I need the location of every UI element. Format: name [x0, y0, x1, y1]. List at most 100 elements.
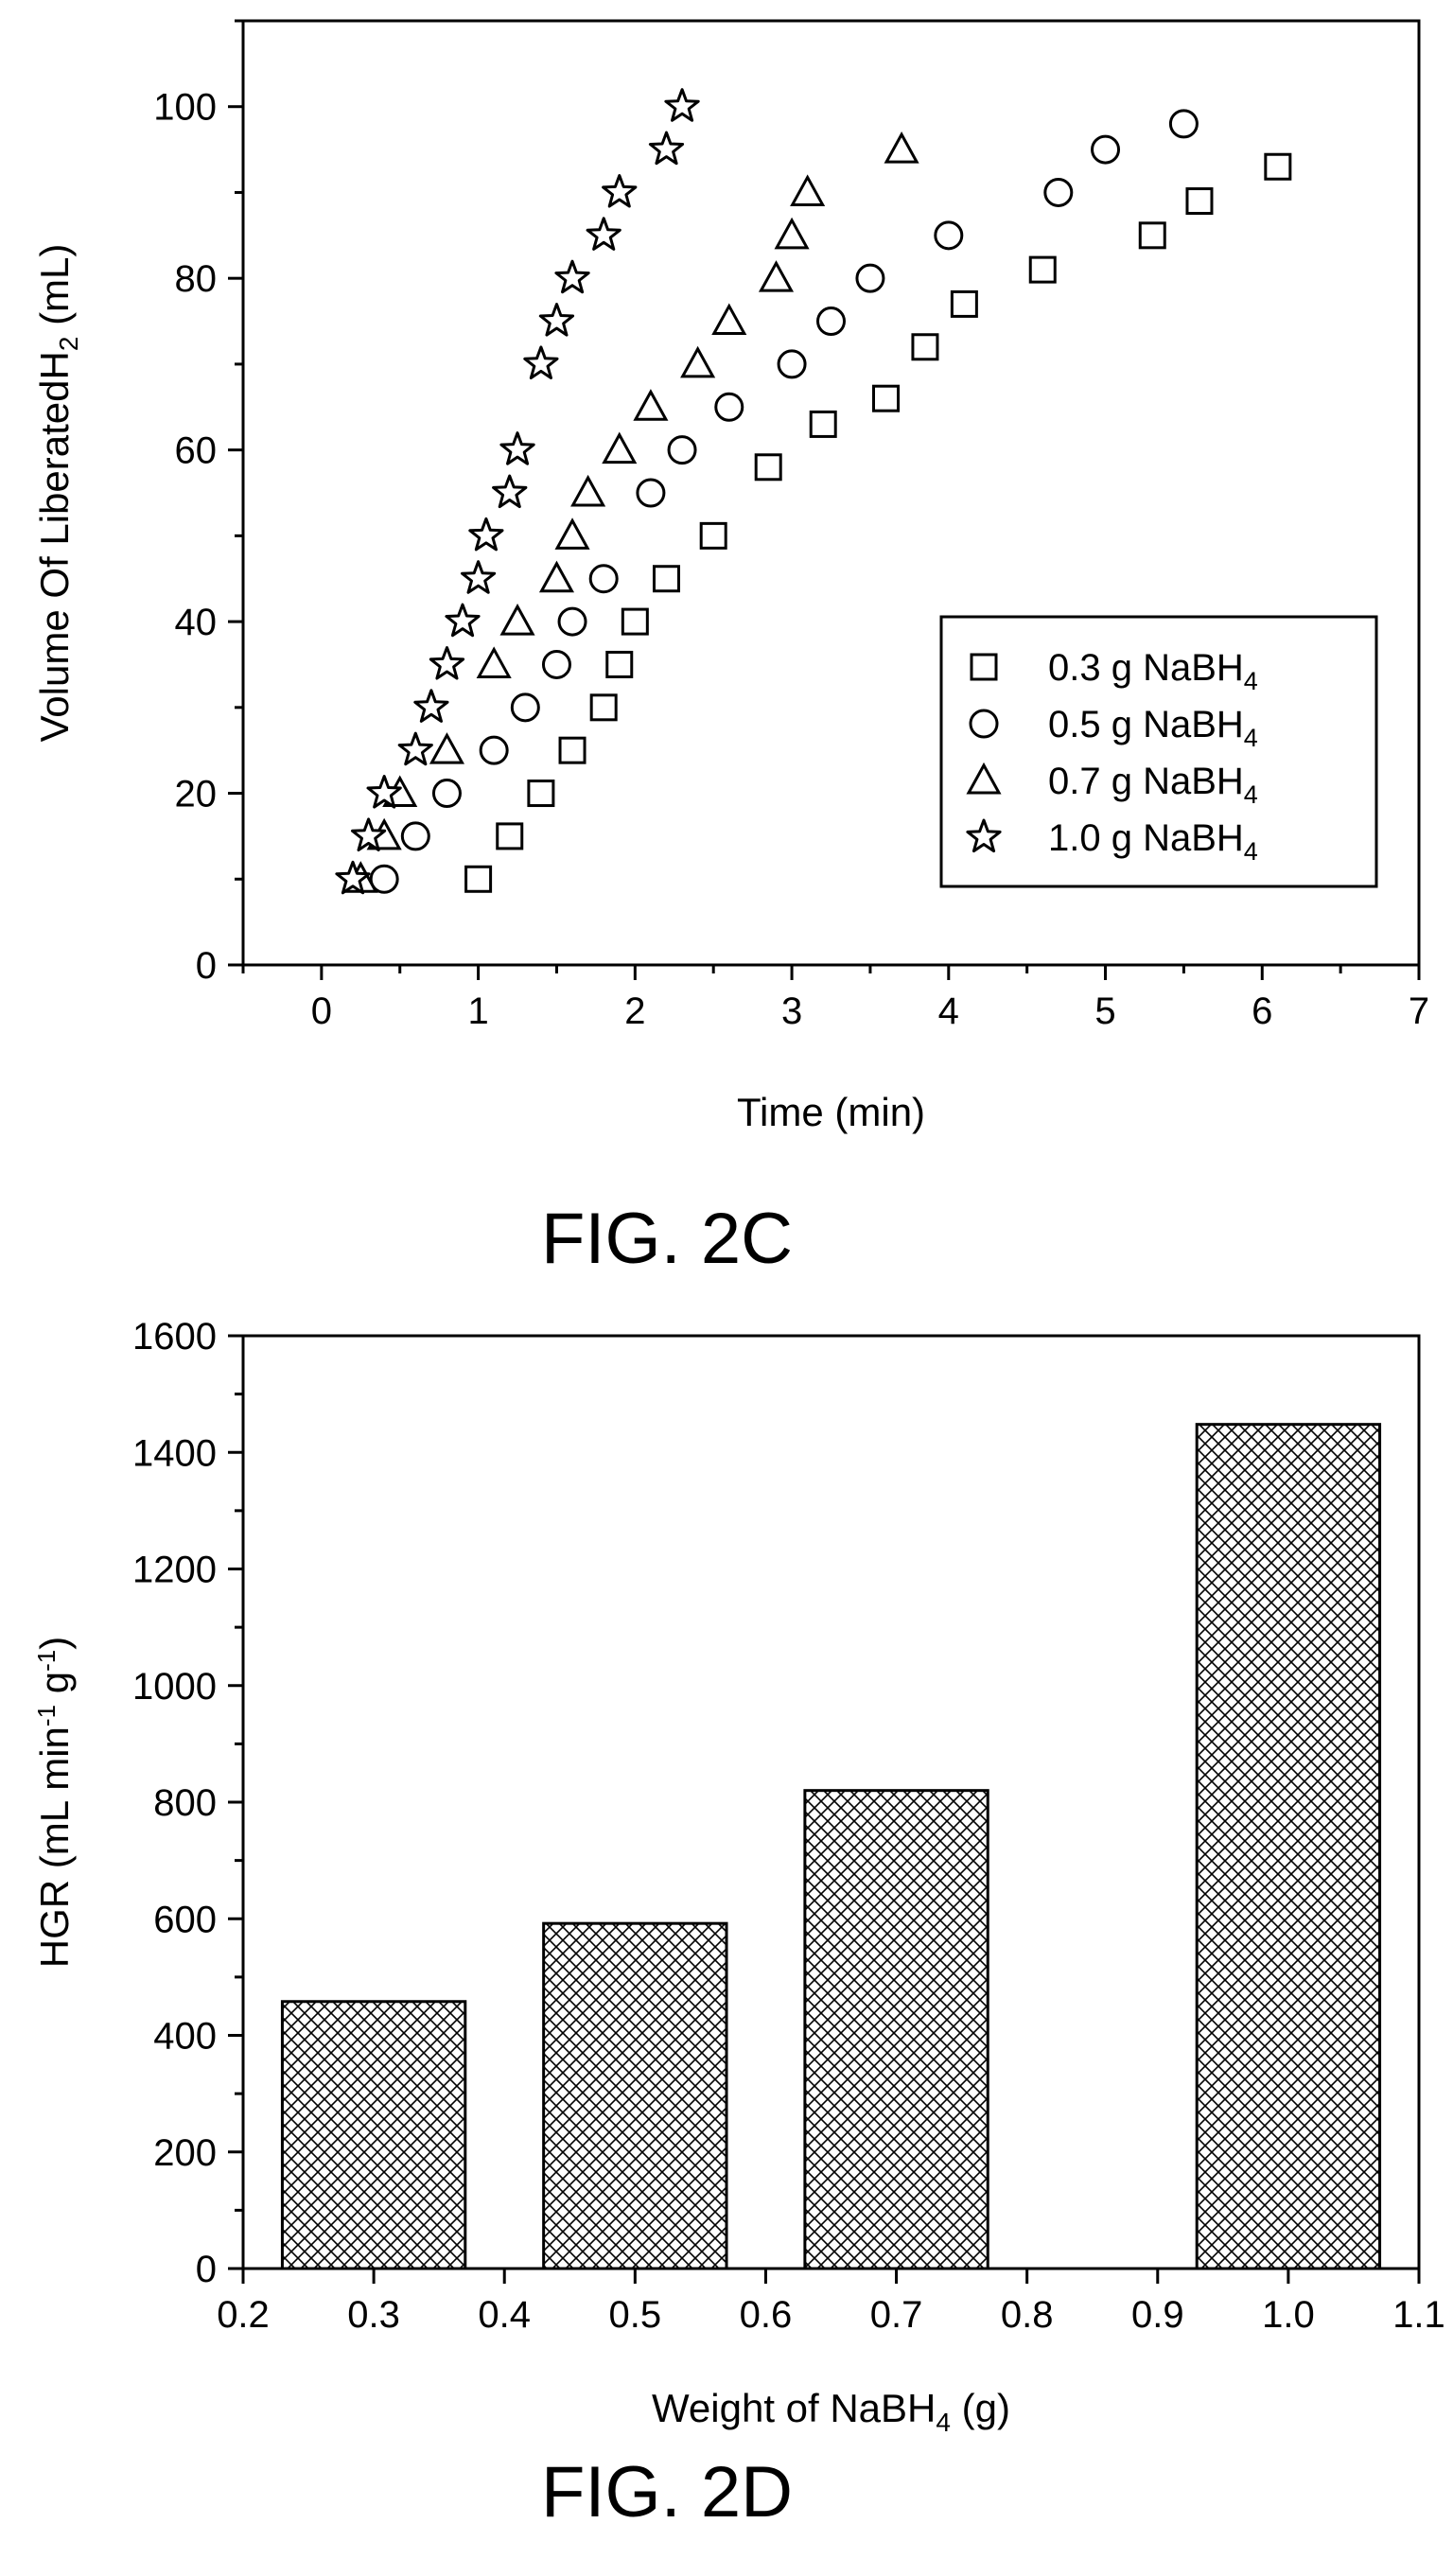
- data-point-circle: [1091, 134, 1121, 165]
- y-tick-label: 80: [175, 258, 218, 300]
- data-point-square: [872, 384, 901, 412]
- data-point-star: [554, 259, 590, 294]
- x-tick-label: 2: [624, 990, 645, 1032]
- bar-weight-0.3: [280, 2000, 467, 2270]
- data-point-star: [538, 303, 575, 337]
- data-point-triangle: [680, 345, 716, 378]
- legend-label-0.3g: 0.3 g NaBH4: [1048, 647, 1258, 695]
- data-point-circle: [667, 435, 697, 465]
- data-point-triangle: [758, 260, 795, 292]
- y-tick-label: 0: [196, 2249, 217, 2290]
- data-point-circle: [1043, 177, 1074, 207]
- data-point-star: [492, 474, 528, 509]
- x-tick-label: 0.9: [1131, 2294, 1184, 2336]
- legend-marker-square: [970, 653, 998, 681]
- x-tick-label: 0.3: [347, 2294, 400, 2336]
- x-tick-label: 0: [311, 990, 332, 1032]
- scatter-chart-fig-2c: 0 1 2 3 4 5 6 7 0 20 40 60 80 100 Time (min) Volume O…: [32, 19, 1429, 1279]
- y-tick-label: 1600: [132, 1316, 217, 1358]
- data-point-square: [1028, 255, 1057, 284]
- x-tick-label: 0.8: [1001, 2294, 1054, 2336]
- legend-label-1.0g: 1.0 g NaBH4: [1048, 817, 1258, 866]
- data-point-circle: [588, 564, 619, 594]
- data-point-circle: [855, 263, 885, 293]
- data-point-star: [335, 860, 371, 895]
- data-point-star: [664, 88, 700, 122]
- bar-x-axis-label: Weight of NaBH4 (g): [652, 2386, 1010, 2437]
- data-point-circle: [777, 349, 807, 379]
- data-point-square: [527, 780, 555, 808]
- data-point-triangle: [884, 131, 919, 164]
- scatter-axis-ticks: 0 1 2 3 4 5 6 7 0 20 40 60 80 100: [153, 19, 1429, 1032]
- data-point-triangle: [570, 474, 606, 507]
- data-point-triangle: [711, 303, 747, 336]
- figure-caption-2d: FIG. 2D: [541, 2452, 793, 2532]
- data-point-square: [699, 521, 727, 550]
- data-point-circle: [510, 692, 540, 723]
- y-tick-label: 1000: [132, 1666, 217, 1708]
- x-tick-label: 3: [781, 990, 802, 1032]
- data-point-square: [950, 289, 978, 318]
- data-point-star: [351, 817, 387, 851]
- data-point-circle: [636, 478, 666, 508]
- legend-label-0.5g: 0.5 g NaBH4: [1048, 704, 1258, 752]
- data-point-circle: [479, 735, 509, 765]
- y-tick-label: 0: [196, 945, 217, 987]
- data-point-triangle: [633, 389, 669, 421]
- data-point-circle: [816, 307, 846, 337]
- x-tick-label: 6: [1252, 990, 1272, 1032]
- data-point-square: [911, 333, 939, 361]
- scatter-x-axis-label: Time (min): [737, 1090, 925, 1134]
- data-point-star: [461, 560, 497, 594]
- data-point-circle: [1168, 109, 1199, 139]
- legend-label-0.7g: 0.7 g NaBH4: [1048, 761, 1258, 809]
- data-point-star: [429, 646, 465, 680]
- data-point-square: [1185, 187, 1214, 216]
- bar-weight-0.7: [803, 1789, 989, 2270]
- legend-marker-star: [966, 818, 1002, 853]
- x-tick-label: 5: [1094, 990, 1115, 1032]
- y-tick-label: 40: [175, 602, 218, 643]
- x-tick-label: 1.1: [1392, 2294, 1445, 2336]
- y-label-unit: (mL): [32, 244, 77, 337]
- legend-markers: [966, 653, 1002, 853]
- scatter-plot-frame: [241, 19, 1421, 967]
- scatter-legend: 0.3 g NaBH4 0.5 g NaBH4 0.7 g NaBH4 1.0 …: [939, 615, 1378, 888]
- data-point-star: [397, 731, 433, 766]
- data-point-circle: [431, 779, 462, 809]
- scatter-y-axis-label: Volume Of LiberatedH2 (mL): [32, 244, 83, 743]
- y-tick-label: 400: [153, 2016, 217, 2058]
- data-point-star: [366, 775, 402, 809]
- x-tick-label: 7: [1409, 990, 1429, 1032]
- data-point-square: [496, 822, 524, 850]
- data-point-star: [523, 345, 559, 379]
- data-point-triangle: [476, 646, 512, 678]
- data-point-triangle: [774, 217, 810, 250]
- data-point-star: [586, 217, 621, 251]
- bar-axis-ticks: 0.2 0.3 0.4 0.5 0.6 0.7 0.8 0.9 1.0 1.1 0 200 400 600…: [132, 1316, 1445, 2336]
- data-point-square: [558, 736, 586, 764]
- data-point-star: [602, 174, 638, 208]
- bar-weight-0.5: [542, 1921, 728, 2270]
- x-tick-label: 0.5: [609, 2294, 662, 2336]
- data-point-triangle: [429, 732, 464, 764]
- legend-box: [939, 615, 1378, 888]
- data-point-square: [1138, 221, 1166, 250]
- bar-plot-frame: [241, 1334, 1421, 2270]
- y-label-subscript: 2: [54, 337, 83, 352]
- data-point-circle: [934, 220, 964, 251]
- data-point-circle: [541, 649, 571, 679]
- y-tick-label: 1200: [132, 1550, 217, 1591]
- data-point-circle: [557, 606, 587, 637]
- bar-weight-1: [1195, 1423, 1382, 2270]
- bar-chart-fig-2d: 0.2 0.3 0.4 0.5 0.6 0.7 0.8 0.9 1.0 1.1 0 200 400 600…: [32, 1316, 1445, 2532]
- x-tick-label: 1: [467, 990, 488, 1032]
- y-tick-label: 1400: [132, 1432, 217, 1474]
- legend-marker-triangle: [966, 762, 1002, 795]
- data-point-square: [589, 693, 618, 722]
- data-point-triangle: [538, 560, 575, 593]
- data-point-star: [468, 517, 504, 552]
- data-point-square: [754, 453, 782, 482]
- figure-caption-2c: FIG. 2C: [541, 1199, 793, 1279]
